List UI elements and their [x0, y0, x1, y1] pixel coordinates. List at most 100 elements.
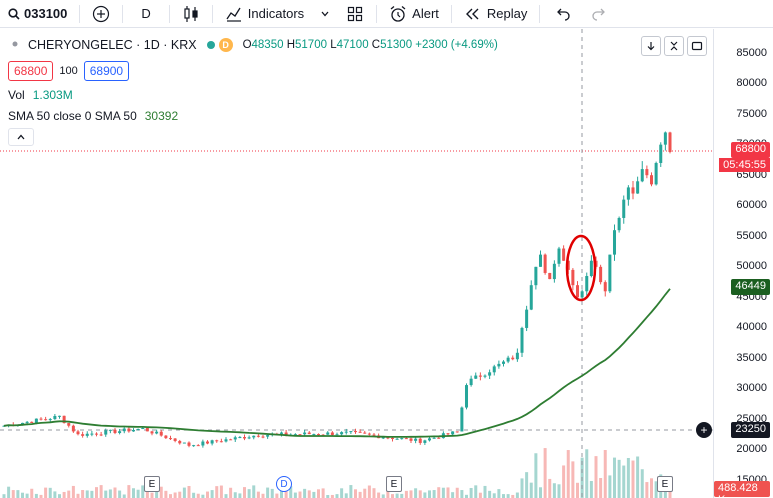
compare-button[interactable]: [84, 0, 118, 28]
volume-bar: [335, 494, 339, 498]
collapse-icon: [670, 41, 678, 51]
candle-body: [279, 432, 284, 434]
dividend-event[interactable]: D: [276, 476, 292, 492]
layout-button[interactable]: [338, 0, 372, 28]
candle-body: [252, 435, 256, 438]
separator: [211, 4, 213, 23]
symbol-title[interactable]: CHERYONGELEC · 1D · KRX: [28, 38, 197, 52]
candle-body: [256, 435, 260, 437]
replay-label: Replay: [486, 6, 528, 21]
interval-button[interactable]: D: [127, 0, 164, 28]
price-tick: 55000: [736, 230, 767, 242]
highlight-circle-annotation[interactable]: [565, 234, 597, 302]
candle-body: [580, 291, 584, 298]
indicators-button[interactable]: Indicators: [217, 0, 312, 28]
grid-icon: [346, 5, 364, 23]
candle-body: [649, 175, 654, 185]
candle-body: [71, 425, 75, 432]
volume-bar: [488, 490, 492, 498]
candle-body: [520, 327, 524, 353]
candle-body: [330, 432, 334, 435]
scroll-down-button[interactable]: [641, 36, 661, 56]
volume-bar: [330, 494, 334, 498]
price-tick: 20000: [736, 443, 767, 455]
volume-bar: [178, 491, 182, 498]
candle-body: [562, 248, 566, 261]
volume-bar: [94, 487, 99, 498]
price-tick: 60000: [736, 199, 767, 211]
collapse-pane-button[interactable]: [664, 36, 684, 56]
candle-body: [182, 442, 186, 444]
candle-body: [141, 428, 145, 430]
candle-body: [409, 438, 413, 441]
candle-body: [469, 378, 473, 386]
indicators-icon: [225, 5, 243, 23]
volume-bar: [159, 486, 163, 498]
candle-body: [511, 357, 515, 360]
undo-button[interactable]: [544, 0, 582, 28]
volume-bar: [11, 490, 15, 498]
redo-button[interactable]: [582, 0, 616, 28]
low-value: 47100: [336, 39, 369, 51]
volume-bar: [76, 493, 80, 498]
high-value: 51700: [295, 39, 327, 51]
candles-icon: [182, 5, 200, 23]
volume-bar: [261, 493, 265, 498]
alert-button[interactable]: Alert: [381, 0, 447, 28]
collapse-legend-button[interactable]: [8, 128, 34, 146]
volume-bar: [238, 493, 242, 498]
sma-value: 30392: [144, 109, 179, 123]
candle-body: [418, 438, 422, 443]
restore-button[interactable]: [687, 36, 707, 56]
candle-body: [219, 441, 223, 443]
data-delay-badge[interactable]: D: [218, 38, 233, 52]
volume-bar: [201, 494, 205, 498]
volume-bar: [548, 478, 552, 498]
price-axis[interactable]: 85000 80000 75000 70000 65000 60000 5500…: [713, 29, 773, 498]
replay-button[interactable]: Replay: [456, 0, 535, 28]
volume-bar: [62, 491, 66, 498]
candle-body: [187, 442, 191, 446]
indicator-templates-button[interactable]: [312, 0, 338, 28]
price-tick: 35000: [736, 352, 767, 364]
eye-icon[interactable]: [8, 39, 24, 51]
volume-bar: [122, 494, 126, 498]
candle-body: [497, 363, 501, 367]
candle-body: [589, 260, 593, 277]
volume-bar: [312, 491, 316, 498]
candle-body: [501, 361, 506, 364]
volume-bar: [631, 460, 635, 498]
buy-button[interactable]: 68900: [83, 61, 130, 81]
candle-body: [659, 144, 663, 163]
earnings-event[interactable]: E: [657, 476, 673, 492]
volume-bar: [104, 490, 108, 498]
candle-body: [113, 429, 117, 433]
earnings-event[interactable]: E: [144, 476, 160, 492]
candle-body: [53, 416, 57, 420]
volume-bar: [645, 482, 649, 498]
volume-bar: [534, 453, 538, 498]
candle-body: [552, 263, 556, 280]
add-plus-button[interactable]: +: [696, 422, 712, 438]
volume-bar: [575, 482, 580, 498]
open-value: 48350: [251, 39, 284, 51]
chart-type-button[interactable]: [174, 0, 208, 28]
candle-body: [372, 434, 376, 436]
volume-bar: [451, 492, 455, 498]
earnings-event[interactable]: E: [386, 476, 402, 492]
price-chart[interactable]: [0, 29, 773, 498]
candle-body: [76, 431, 80, 435]
volume-bar: [145, 491, 149, 498]
candle-body: [488, 372, 492, 376]
volume-bar: [460, 490, 464, 498]
separator: [168, 4, 170, 23]
volume-bar: [441, 487, 445, 498]
candle-body: [427, 438, 432, 441]
symbol-search[interactable]: 033100: [0, 0, 75, 28]
volume-bar: [427, 490, 432, 498]
sell-button[interactable]: 68800: [8, 61, 54, 81]
separator: [79, 4, 81, 23]
volume-bar: [381, 494, 385, 498]
candle-body: [645, 169, 649, 176]
price-tick: 85000: [736, 47, 767, 59]
